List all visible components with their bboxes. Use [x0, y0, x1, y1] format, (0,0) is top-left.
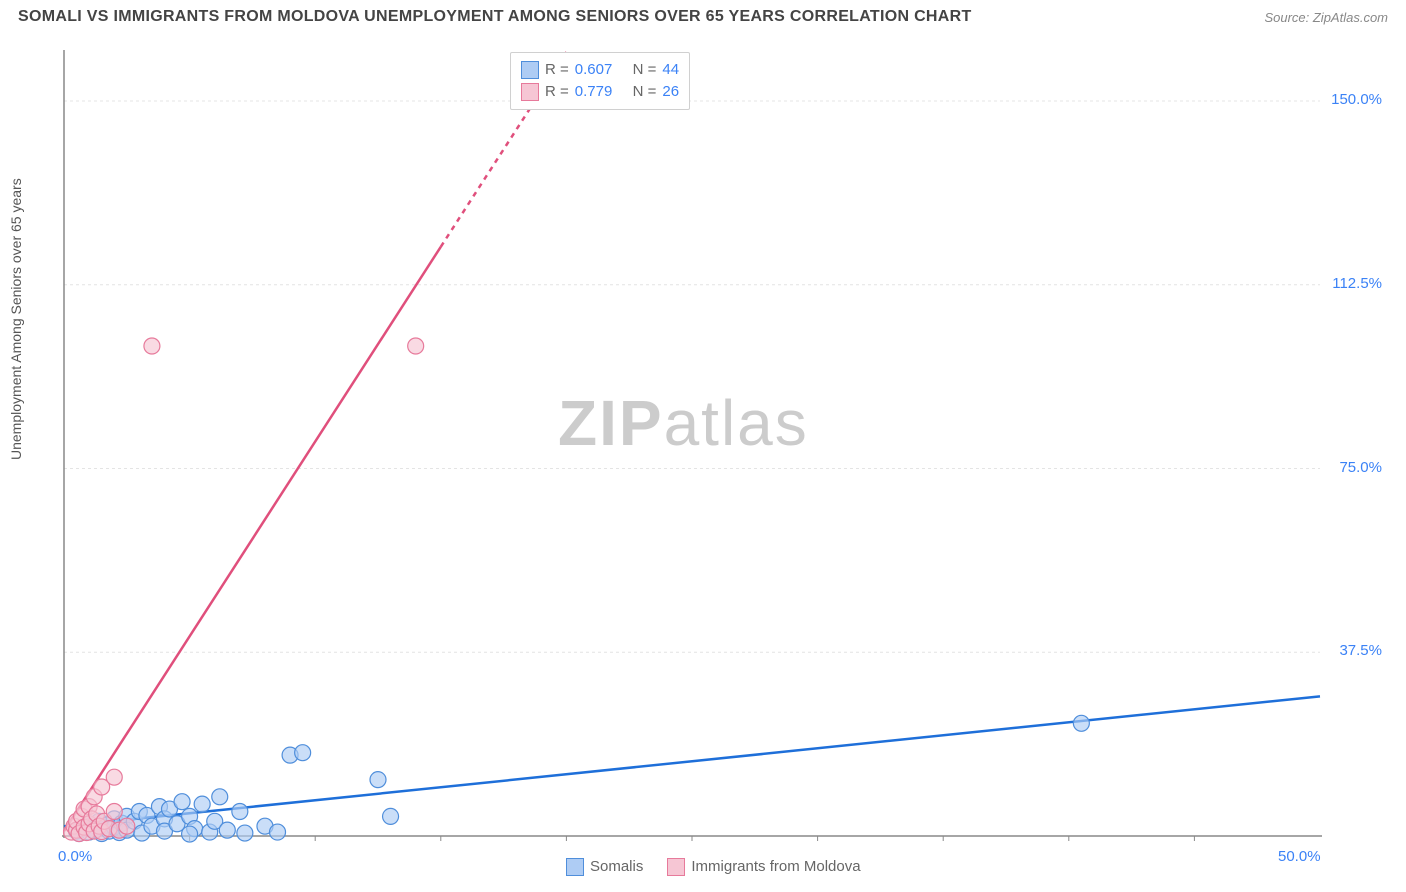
- x-tick-label: 50.0%: [1278, 848, 1321, 865]
- legend-item: Immigrants from Moldova: [667, 858, 860, 876]
- y-tick-label: 112.5%: [1332, 275, 1382, 292]
- y-tick-label: 75.0%: [1339, 459, 1382, 476]
- chart-header: SOMALI VS IMMIGRANTS FROM MOLDOVA UNEMPL…: [0, 0, 1406, 32]
- correlation-legend: R = 0.607 N = 44 R = 0.779 N = 26: [510, 52, 690, 110]
- y-axis-label: Unemployment Among Seniors over 65 years: [8, 178, 24, 460]
- x-tick-label: 0.0%: [58, 848, 92, 865]
- y-tick-label: 150.0%: [1331, 91, 1382, 108]
- chart-source: Source: ZipAtlas.com: [1264, 10, 1388, 25]
- plot-area: ZIPatlas R = 0.607 N = 44 R = 0.779 N = …: [58, 46, 1388, 848]
- chart-title: SOMALI VS IMMIGRANTS FROM MOLDOVA UNEMPL…: [18, 8, 972, 26]
- y-tick-label: 37.5%: [1339, 642, 1382, 659]
- legend-item: Somalis: [566, 858, 643, 876]
- series-legend: Somalis Immigrants from Moldova: [566, 858, 861, 876]
- legend-row: R = 0.779 N = 26: [521, 81, 679, 103]
- watermark: ZIPatlas: [558, 386, 809, 460]
- legend-row: R = 0.607 N = 44: [521, 59, 679, 81]
